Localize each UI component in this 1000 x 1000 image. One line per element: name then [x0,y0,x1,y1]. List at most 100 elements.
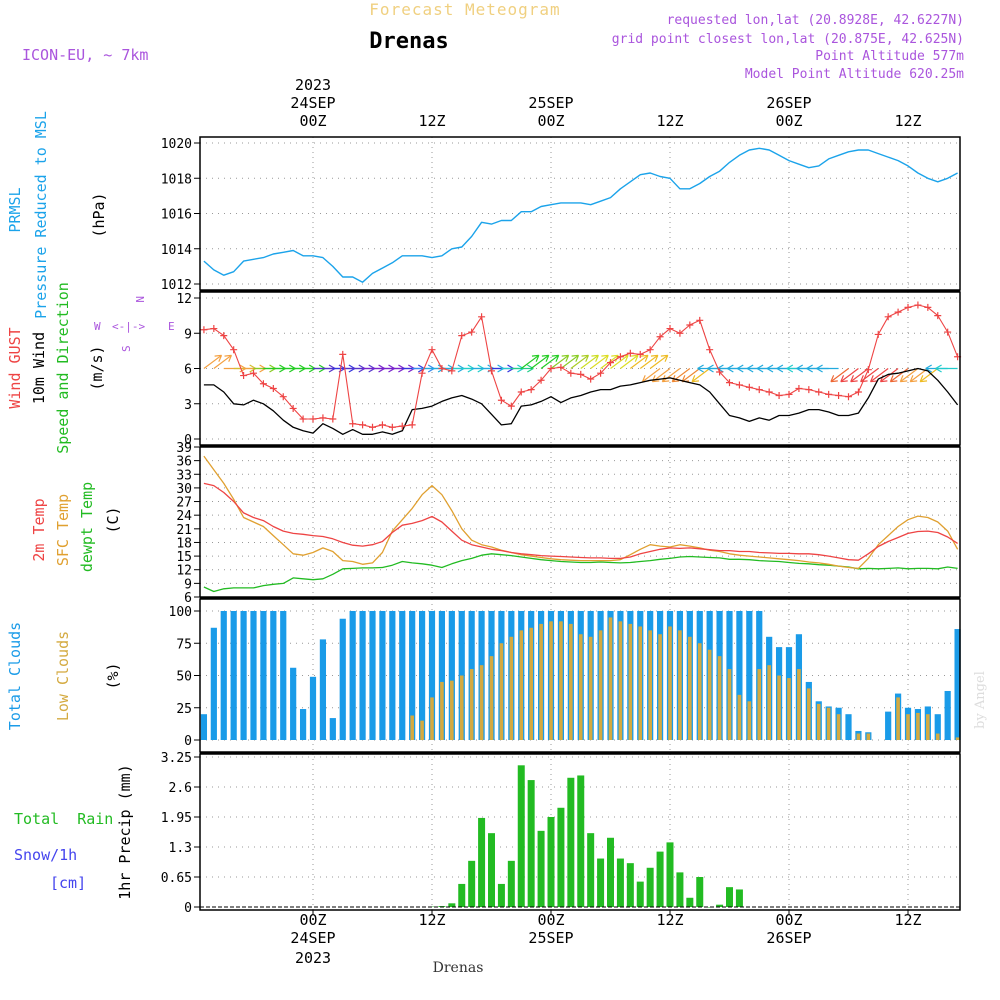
ytick-label-clouds: 100 [169,605,192,620]
xtick-label: 00Z [299,911,326,929]
rain-bar [537,830,545,907]
xtick-date: 24SEP [290,929,335,947]
ytick-label-temp: 30 [176,482,192,497]
wind-barb [816,364,839,373]
wind-barb-shaft [880,368,899,383]
label-temp-unit: (C) [104,506,122,533]
wind-barb-head [756,367,764,373]
total-cloud-bar [230,611,237,740]
wind-barb-head [756,364,764,370]
total-cloud-bar [736,611,743,740]
low-cloud-bar [737,694,742,740]
rain-bar [527,780,535,907]
wind-barb-head [900,380,908,383]
wind-gust-marker [309,415,317,423]
rain-bar [735,889,743,907]
clouds-panel [200,611,961,740]
wind-gust-marker [497,396,505,404]
low-cloud-bar [420,720,424,740]
wind-barb [600,354,619,369]
wind-barb-head [601,354,609,357]
wind-barb [540,354,560,369]
low-cloud-bar [757,669,762,740]
wind-gust-marker [418,369,426,377]
low-cloud-bar [727,669,732,740]
model-altitude: Model Point Altitude 620.25m [745,67,964,82]
total-cloud-bar [200,714,208,740]
low-cloud-bar [638,626,643,740]
wind-gust-marker [597,369,605,377]
wind-gust-marker [587,375,595,383]
wind-barb-head [890,380,898,383]
low-cloud-bar [469,669,474,740]
wind-barb-head [527,367,534,373]
wind-gust-marker [656,333,664,341]
wind-gust-marker [200,326,208,334]
low-cloud-bar [459,675,464,740]
wind-gust-marker [795,384,803,392]
wind-barb-head [816,367,823,373]
wind-gust-marker [279,393,287,401]
wind-gust-marker [488,367,495,375]
compass-arrow: <-|-> [112,320,145,333]
wind-barb-head [850,375,854,382]
low-cloud-bar [866,733,871,740]
ytick-label-temp: 18 [176,536,192,551]
rain-bar [626,863,634,907]
wind-gust-marker [607,359,614,367]
wind-barb [203,354,223,369]
wind-barb [570,354,589,369]
rain-bar [577,775,585,907]
wind-barb-head [727,367,734,373]
wind-barb-shaft [620,354,639,369]
wind-gust-marker [696,316,704,324]
wind-gust-marker [289,404,297,412]
wind-gust-marker [805,386,813,394]
wind-barb-shaft [580,354,599,369]
low-cloud-bar [955,737,960,740]
wind-barb-head [641,375,646,382]
wind-barb-head [697,364,704,370]
label-wind: 10m Wind [30,332,48,404]
wind-barb-head [555,355,560,362]
wind-barb-shaft [681,368,701,383]
compass-east: E [168,320,175,333]
label-wind-speed: Speed and Direction [54,282,72,454]
wind-barb-head [650,354,658,357]
wind-barb-head [551,354,559,357]
wind-barb-head [746,364,754,370]
compass-south: S [120,345,133,352]
wind-barb [511,364,534,373]
ytick-label-precip: 2.6 [169,781,192,796]
rain-bar [597,858,605,907]
wind-gust-marker [785,390,793,398]
wind-gust-marker [735,381,743,389]
wind-barb-head [707,364,714,370]
total-cloud-bar [944,690,951,740]
ytick-label-pressure: 1014 [161,243,192,258]
rain-bar [726,887,733,907]
wind-barb-shaft [661,368,681,383]
xtick-year: 2023 [295,76,331,94]
wind-gust-marker [874,330,882,338]
product-title: Forecast Meteogram [369,0,560,19]
total-cloud-bar [746,611,753,740]
wind-barb [870,368,889,383]
total-cloud-bar [319,639,327,740]
wind-barb-head [565,355,570,362]
ytick-label-precip: 1.95 [161,811,192,826]
wind-barb-head [531,354,539,357]
ytick-label-temp: 33 [176,468,192,483]
wind-gust-marker [339,350,347,358]
wind-gust-marker [349,420,357,428]
low-cloud-bar [926,714,930,740]
wind-barb [550,354,570,369]
wind-barb-shaft [639,354,659,369]
frame-temp [199,446,961,598]
label-precip-unit: 1hr Precip (mm) [116,764,134,899]
wind-barb-shaft [520,354,540,369]
wind-gust-marker [240,372,248,380]
rain-bar [497,883,505,907]
wind-barb-head [652,380,660,383]
wind-barb-shaft [530,354,550,369]
